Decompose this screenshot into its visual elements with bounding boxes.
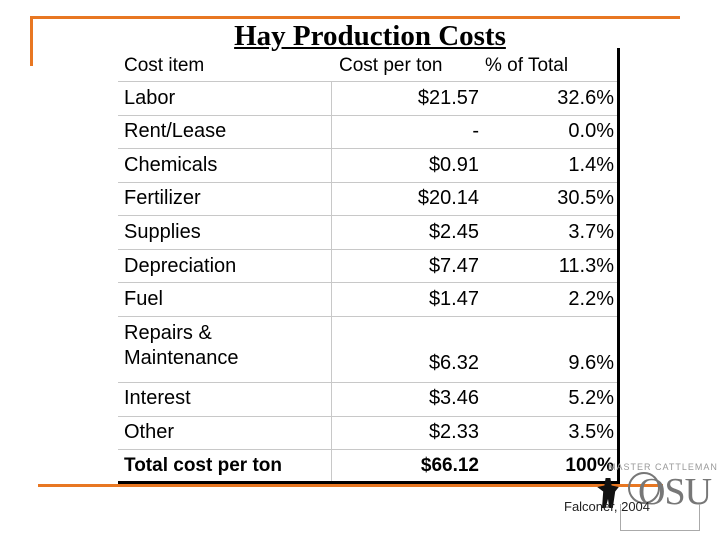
total-percent: 100% — [565, 455, 614, 476]
total-cost: $66.12 — [420, 455, 479, 476]
row-divider — [331, 148, 617, 149]
row-divider — [331, 416, 617, 417]
row-label: Interest — [124, 387, 191, 409]
row-divider — [118, 382, 331, 383]
row-divider — [331, 215, 617, 216]
osu-ring-icon — [628, 472, 660, 504]
row-label: Supplies — [124, 221, 201, 243]
row-divider — [331, 182, 617, 183]
row-percent: 32.6% — [557, 87, 614, 109]
row-label: Rent/Lease — [124, 120, 227, 142]
row-cost: $6.32 — [428, 352, 479, 374]
accent-rule-bottom — [38, 484, 663, 487]
row-percent: 30.5% — [557, 187, 614, 209]
row-percent: 2.2% — [568, 288, 614, 310]
cost-table — [118, 48, 620, 484]
logo-banner-text: MASTER CATTLEMAN — [608, 462, 718, 472]
row-divider — [331, 449, 617, 450]
row-divider — [331, 81, 617, 82]
row-cost: $3.46 — [428, 387, 479, 409]
row-label: Depreciation — [124, 255, 237, 277]
row-cost: $2.45 — [428, 221, 479, 243]
accent-rule-top — [30, 16, 680, 19]
master-cattleman-logo: MASTER CATTLEMAN OSU — [582, 458, 717, 538]
row-divider — [118, 115, 331, 116]
slide-title: Hay Production Costs — [234, 20, 506, 52]
total-label: Total cost per ton — [124, 455, 282, 476]
row-divider — [118, 148, 331, 149]
row-percent: 3.5% — [568, 421, 614, 443]
row-percent: 3.7% — [568, 221, 614, 243]
row-divider — [118, 215, 331, 216]
row-cost: $7.47 — [428, 255, 479, 277]
row-label: Fuel — [124, 288, 163, 310]
row-label: Fertilizer — [124, 187, 201, 209]
row-label: Labor — [124, 87, 176, 109]
row-percent: 0.0% — [568, 120, 614, 142]
row-cost: $0.91 — [428, 154, 479, 176]
header-cost-per-ton: Cost per ton — [339, 55, 443, 76]
row-divider — [331, 249, 617, 250]
row-cost: $2.33 — [428, 421, 479, 443]
row-cost: $21.57 — [417, 87, 479, 109]
row-label-continued: Maintenance — [124, 347, 239, 369]
row-percent: 1.4% — [568, 154, 614, 176]
row-divider — [118, 81, 331, 82]
row-percent: 9.6% — [568, 352, 614, 374]
source-credit: Falconer, 2004 — [564, 499, 651, 514]
row-divider — [118, 316, 331, 317]
header-percent-of-total: % of Total — [485, 55, 569, 76]
row-divider — [118, 282, 331, 283]
row-percent: 5.2% — [568, 387, 614, 409]
row-cost: - — [472, 120, 479, 142]
row-cost: $20.14 — [417, 187, 479, 209]
oklahoma-map-icon — [620, 504, 700, 531]
row-divider — [331, 282, 617, 283]
row-label: Other — [124, 421, 175, 443]
row-divider — [331, 316, 617, 317]
row-divider — [118, 416, 331, 417]
header-cost-item: Cost item — [124, 55, 205, 76]
row-cost: $1.47 — [428, 288, 479, 310]
column-divider — [331, 81, 332, 481]
row-divider — [118, 249, 331, 250]
row-divider — [331, 382, 617, 383]
row-divider — [331, 115, 617, 116]
row-divider — [118, 449, 331, 450]
row-label: Repairs & — [124, 322, 212, 344]
row-divider — [118, 182, 331, 183]
row-percent: 11.3% — [558, 255, 614, 277]
row-label: Chemicals — [124, 154, 218, 176]
accent-rule-left — [30, 16, 33, 66]
